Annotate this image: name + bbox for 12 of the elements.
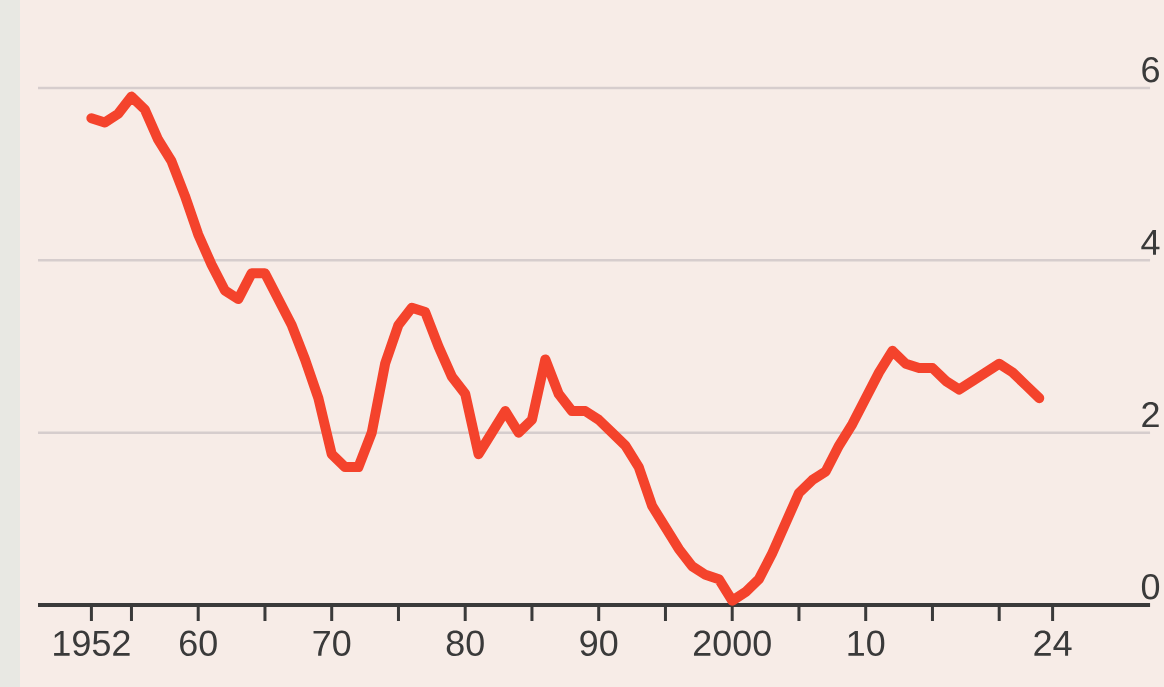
x-tick-label: 60 (180, 630, 217, 656)
y-tick-label: 2 (1142, 402, 1159, 428)
y-tick-label: 0 (1141, 573, 1160, 600)
x-tick-label: 1952 (54, 630, 130, 656)
x-tick-label: 90 (580, 630, 618, 656)
x-tick-label: 10 (848, 630, 885, 656)
x-tick-label: 2000 (693, 630, 771, 656)
y-tick-label: 4 (1141, 230, 1160, 255)
y-tick-label: 6 (1142, 56, 1159, 83)
x-tick-label: 24 (1034, 630, 1072, 656)
x-tick-label: 80 (446, 630, 484, 656)
x-tick-label: 70 (313, 630, 351, 656)
